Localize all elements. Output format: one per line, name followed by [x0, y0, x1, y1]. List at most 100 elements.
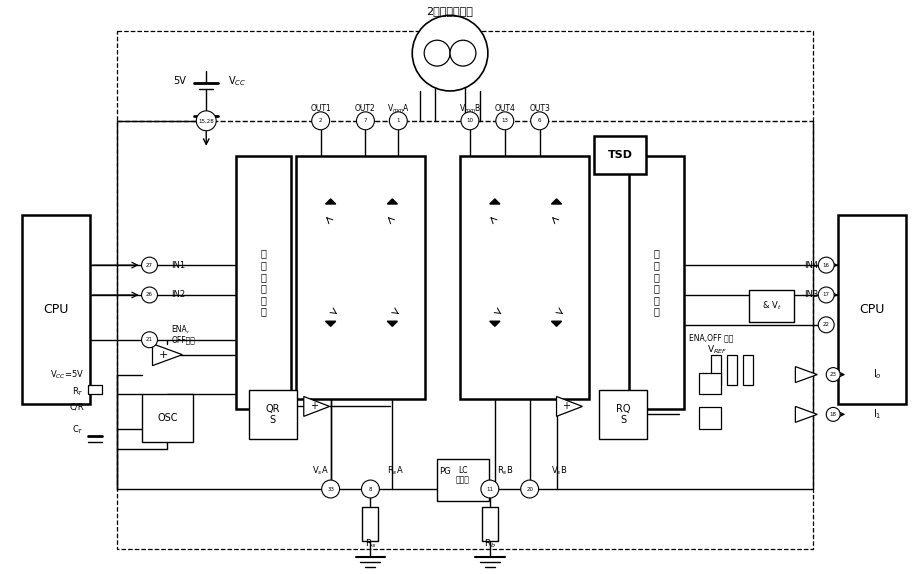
- Polygon shape: [387, 321, 397, 326]
- Circle shape: [825, 408, 839, 421]
- Text: R$_s$: R$_s$: [364, 537, 376, 550]
- Text: V$_{mm}$A: V$_{mm}$A: [386, 103, 409, 115]
- Text: OUT3: OUT3: [528, 104, 550, 114]
- Text: R$_s$B: R$_s$B: [496, 465, 513, 478]
- Circle shape: [817, 257, 834, 273]
- Circle shape: [142, 257, 157, 273]
- Circle shape: [495, 112, 513, 130]
- Circle shape: [817, 317, 834, 333]
- Text: V$_{REF}$: V$_{REF}$: [706, 343, 726, 356]
- Text: C/R: C/R: [69, 403, 84, 412]
- Bar: [837, 215, 905, 405]
- Text: 2: 2: [319, 118, 322, 123]
- Text: TSD: TSD: [607, 150, 632, 160]
- Text: 8: 8: [369, 487, 372, 491]
- Polygon shape: [325, 199, 335, 204]
- Bar: [117, 31, 812, 549]
- Bar: [726, 355, 736, 385]
- Text: 2相步进电动机: 2相步进电动机: [426, 6, 473, 16]
- Polygon shape: [795, 367, 816, 382]
- Text: 20: 20: [526, 487, 533, 491]
- Polygon shape: [325, 321, 335, 326]
- Text: LC: LC: [458, 466, 467, 475]
- Polygon shape: [387, 199, 397, 204]
- Text: PG: PG: [438, 467, 450, 476]
- Text: 5V: 5V: [174, 76, 187, 86]
- Circle shape: [449, 40, 475, 66]
- Bar: [362, 507, 378, 541]
- Text: V$_{CC}$=5V: V$_{CC}$=5V: [50, 369, 84, 381]
- Text: OUT2: OUT2: [355, 104, 376, 114]
- Bar: [748, 290, 793, 322]
- Text: IN1: IN1: [171, 261, 186, 270]
- Text: V$_s$A: V$_s$A: [312, 465, 329, 478]
- Text: IN2: IN2: [171, 290, 186, 300]
- Text: ENA,OFF 信号: ENA,OFF 信号: [688, 333, 732, 342]
- Bar: [482, 507, 497, 541]
- Text: I$_1$: I$_1$: [872, 408, 880, 421]
- Text: V$_{CC}$: V$_{CC}$: [228, 74, 246, 88]
- Text: 15,28: 15,28: [199, 118, 214, 123]
- Bar: [742, 355, 752, 385]
- Circle shape: [424, 40, 449, 66]
- Circle shape: [412, 15, 487, 91]
- Text: 22: 22: [822, 323, 829, 327]
- Text: 18: 18: [829, 412, 835, 417]
- Text: V$_s$B: V$_s$B: [550, 465, 567, 478]
- Bar: [296, 156, 425, 400]
- Bar: [142, 394, 193, 442]
- Text: RQ
S: RQ S: [616, 404, 630, 425]
- Text: R$_s$A: R$_s$A: [387, 465, 403, 478]
- Circle shape: [322, 480, 339, 498]
- Text: 17: 17: [822, 293, 829, 297]
- Bar: [710, 355, 720, 385]
- Bar: [594, 135, 645, 173]
- Text: QR
S: QR S: [266, 404, 280, 425]
- Bar: [698, 373, 720, 394]
- Bar: [249, 390, 297, 439]
- Text: 27: 27: [146, 263, 153, 267]
- Bar: [22, 215, 90, 405]
- Circle shape: [196, 111, 216, 131]
- Bar: [460, 156, 589, 400]
- Polygon shape: [489, 321, 499, 326]
- Text: OUT1: OUT1: [310, 104, 331, 114]
- Text: 频率编: 频率编: [456, 476, 470, 484]
- Circle shape: [142, 332, 157, 348]
- Polygon shape: [556, 397, 582, 416]
- Text: +: +: [159, 350, 168, 360]
- Text: V$_{mm}$B: V$_{mm}$B: [459, 103, 481, 115]
- Text: 13: 13: [501, 118, 507, 123]
- Text: 1: 1: [396, 118, 400, 123]
- Circle shape: [530, 112, 548, 130]
- Circle shape: [312, 112, 329, 130]
- Text: 26: 26: [146, 293, 153, 297]
- Text: 16: 16: [822, 263, 829, 267]
- Text: 23: 23: [829, 372, 835, 377]
- Bar: [698, 408, 720, 429]
- Circle shape: [361, 480, 379, 498]
- Circle shape: [357, 112, 374, 130]
- Circle shape: [142, 287, 157, 303]
- Circle shape: [389, 112, 407, 130]
- Text: 11: 11: [486, 487, 493, 491]
- Text: CPU: CPU: [858, 304, 884, 316]
- Polygon shape: [489, 199, 499, 204]
- Circle shape: [520, 480, 538, 498]
- Text: IN4: IN4: [803, 261, 817, 270]
- Text: CPU: CPU: [43, 304, 69, 316]
- Text: C$_T$: C$_T$: [72, 423, 84, 436]
- Text: 7: 7: [363, 118, 367, 123]
- Text: 基
极
驱
动
电
路: 基 极 驱 动 电 路: [652, 249, 659, 316]
- Text: 10: 10: [466, 118, 473, 123]
- Polygon shape: [795, 406, 816, 422]
- Text: & V$_t$: & V$_t$: [761, 300, 780, 312]
- Bar: [236, 156, 290, 409]
- Text: ENA,
OFF信号: ENA, OFF信号: [171, 325, 195, 344]
- Circle shape: [460, 112, 479, 130]
- Text: 基
极
驱
动
电
路: 基 极 驱 动 电 路: [260, 249, 267, 316]
- Polygon shape: [550, 321, 561, 326]
- Polygon shape: [303, 397, 329, 416]
- Polygon shape: [550, 199, 561, 204]
- Text: R$_b$: R$_b$: [483, 537, 495, 550]
